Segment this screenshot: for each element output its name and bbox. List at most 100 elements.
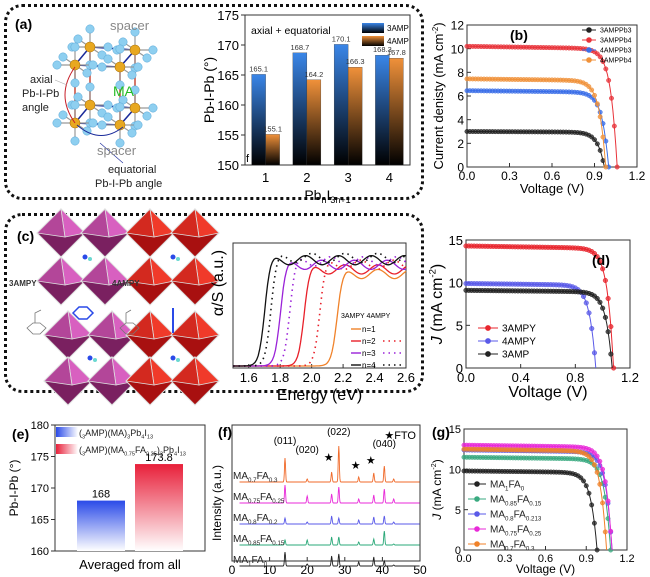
x-tick-label: 0.0 xyxy=(456,553,471,565)
legend-marker xyxy=(586,47,592,53)
y-tick-label: 10 xyxy=(449,276,463,291)
octahedron-4ampy-face xyxy=(170,208,200,238)
x-tick-label: 1.2 xyxy=(621,370,639,385)
y-tick-label: 165 xyxy=(217,68,239,83)
bar-value-label: 166.3 xyxy=(346,57,365,66)
iodide-atom xyxy=(148,45,158,55)
panel-label: (e) xyxy=(12,426,29,442)
curve-3ampy-n=4 xyxy=(233,254,407,367)
data-point xyxy=(592,137,597,143)
octahedron-3ampy-face xyxy=(87,310,117,340)
ma-cation xyxy=(93,358,97,362)
y-tick-label: 6 xyxy=(457,90,464,104)
x-tick-label: 0.9 xyxy=(586,169,603,183)
axial-label-3: angle xyxy=(22,102,49,114)
iodide-atom xyxy=(103,100,113,110)
data-point xyxy=(586,454,592,459)
octahedron-3ampy-face xyxy=(36,208,66,238)
octahedron-4ampy-face xyxy=(125,208,155,238)
octahedron-4ampy-face xyxy=(125,356,155,386)
data-point xyxy=(608,324,614,330)
data-point xyxy=(609,95,614,101)
spacer-bottom-label: spacer xyxy=(97,143,137,158)
equatorial-label-1: equatorial xyxy=(108,164,156,176)
x-tick-label: 20 xyxy=(301,563,315,577)
data-point xyxy=(600,266,606,272)
data-point xyxy=(605,295,611,302)
ma-cation xyxy=(170,254,176,260)
legend-label: 3AMPY xyxy=(502,324,536,335)
iodide-atom xyxy=(58,110,68,120)
ma-cation xyxy=(170,355,176,361)
data-point xyxy=(592,92,597,98)
spacer-top-label: spacer xyxy=(110,18,150,33)
legend-marker xyxy=(586,37,592,43)
plot-frame xyxy=(231,424,421,562)
data-point xyxy=(586,310,592,316)
data-point xyxy=(597,258,603,264)
y-tick-label: 2 xyxy=(457,137,464,151)
curve-4ampy-n=4 xyxy=(233,252,407,367)
iodide-atom xyxy=(58,52,68,62)
3ampy-label: 3AMPY xyxy=(9,279,37,288)
data-point xyxy=(583,483,589,489)
x-tick-label: 2.6 xyxy=(397,370,415,385)
axial-label-1: axial xyxy=(30,74,53,86)
iodide-atom xyxy=(130,85,140,95)
data-point xyxy=(586,490,592,496)
x-tick-label: 1.8 xyxy=(271,370,289,385)
y-tick-label: 5 xyxy=(456,318,463,333)
series-MA1FA0 xyxy=(461,468,600,553)
data-point xyxy=(603,138,609,144)
data-point xyxy=(602,529,608,535)
x-tick-label: 10 xyxy=(263,563,277,577)
bar-value-label: 155.1 xyxy=(263,124,282,133)
data-point xyxy=(591,350,598,356)
data-point xyxy=(600,158,606,164)
x-tick-label: 0 xyxy=(229,563,236,577)
data-point xyxy=(591,462,597,468)
panel-c-structure: (c) 3AMPY 4AMPY xyxy=(9,207,220,406)
fto-star-icon: ★ xyxy=(366,455,376,467)
iodide-atom xyxy=(103,112,113,122)
x-tick-label: 2.2 xyxy=(334,370,352,385)
x-tick-label: 40 xyxy=(376,563,390,577)
octahedron-4ampy-face xyxy=(170,356,200,386)
legend-label: MA1FA0 xyxy=(490,480,525,493)
data-point xyxy=(594,101,600,107)
legend-swatch xyxy=(362,23,384,33)
panel-a-bar-chart: 150 155 160 165 170 175 1 165.1 155.1 2 168.7 164.2… xyxy=(201,8,411,205)
data-point xyxy=(589,325,595,332)
iodide-atom xyxy=(70,100,80,110)
iodide-atom xyxy=(103,54,113,64)
3ampy-molecule xyxy=(26,309,47,335)
y-tick-label: 8 xyxy=(457,66,464,80)
legend-marker xyxy=(485,338,491,344)
legend-marker xyxy=(474,526,480,532)
x-tick-label: 0.8 xyxy=(566,370,584,385)
series-line xyxy=(467,45,618,168)
iodide-atom xyxy=(142,111,152,121)
data-point xyxy=(589,457,595,463)
x-tick-label: 1.6 xyxy=(240,370,258,385)
axial-pointer xyxy=(54,79,68,86)
organic-spacer-3ampy xyxy=(71,306,95,320)
legend-marker xyxy=(485,325,491,331)
legend-swatch xyxy=(362,36,384,46)
panel-c-label: (c) xyxy=(17,228,34,244)
panel-d-jv-chart: 0.0 0.4 0.8 1.2 0 5 10 15 (d) Voltage (V) J (mA cm… xyxy=(428,233,639,401)
x-tick-label: 0.9 xyxy=(579,553,594,565)
data-point xyxy=(597,481,603,487)
legend-marker xyxy=(474,511,480,517)
data-point xyxy=(589,502,595,508)
iodide-atom xyxy=(130,27,140,37)
data-point xyxy=(589,87,595,93)
bar-3AMP xyxy=(375,55,390,166)
panel-f-xrd-chart: 0 10 20 30 40 50 MA0.7FA0.3 MA0.75FA0.25 MA0.8FA… xyxy=(210,424,427,577)
bar-value-label: 165.1 xyxy=(249,64,268,73)
iodide-atom xyxy=(70,78,80,88)
iodide-atom xyxy=(115,44,125,54)
lead-atom xyxy=(129,44,141,56)
legend-swatch xyxy=(56,444,78,454)
x-tick-label: 3 xyxy=(345,170,352,185)
